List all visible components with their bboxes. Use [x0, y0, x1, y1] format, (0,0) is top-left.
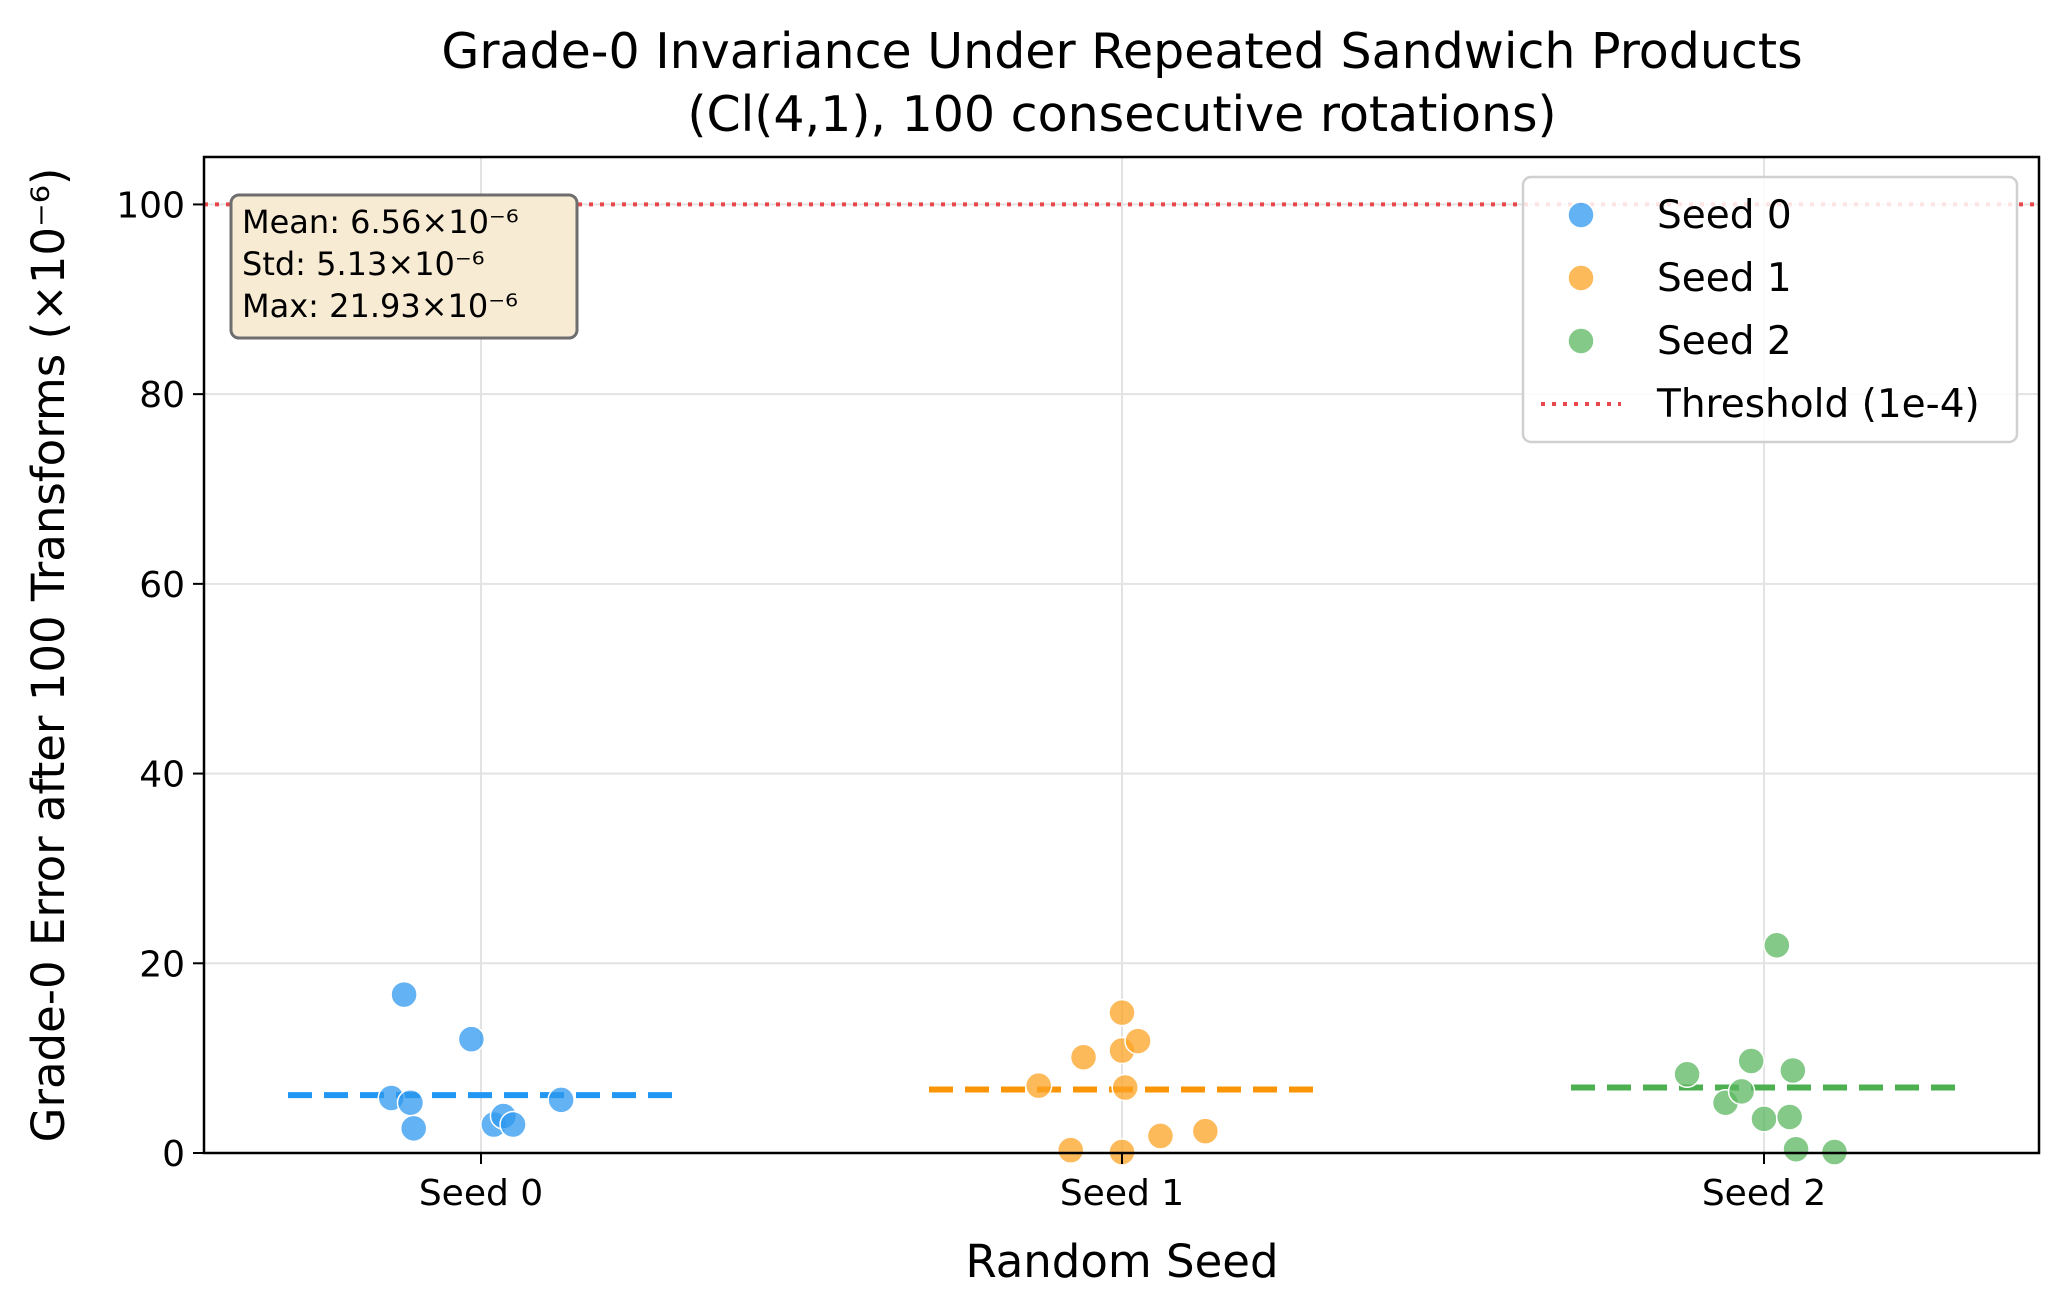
legend: Seed 0 Seed 1 Seed 2 Threshold (1e-4)	[1521, 175, 2019, 444]
x-tick-label: Seed 2	[1702, 1173, 1826, 1214]
data-point-seed-2	[1763, 931, 1791, 960]
stats-annotation: Mean: 6.56×10⁻⁶ Std: 5.13×10⁻⁶ Max: 21.9…	[229, 193, 579, 340]
stats-mean: Mean: 6.56×10⁻⁶	[242, 203, 519, 241]
data-point-seed-1	[1108, 998, 1136, 1027]
stats-box	[229, 193, 579, 340]
data-point-seed-2	[1750, 1105, 1778, 1133]
stats-std: Std: 5.13×10⁻⁶	[242, 245, 485, 283]
data-point-seed-2	[1673, 1060, 1701, 1089]
legend-label-threshold: Threshold (1e-4)	[1656, 382, 1980, 427]
data-point-seed-1	[1191, 1117, 1220, 1145]
data-point-seed-0	[457, 1025, 486, 1053]
y-tick-label: 100	[116, 185, 185, 226]
legend-marker-seed-0	[1567, 201, 1595, 229]
data-point-seed-0	[396, 1088, 425, 1117]
legend-label-seed-0: Seed 0	[1657, 193, 1792, 238]
data-point-seed-0	[390, 980, 418, 1009]
data-point-seed-2	[1727, 1077, 1756, 1106]
data-point-seed-2	[1779, 1056, 1807, 1085]
y-tick-label: 20	[139, 944, 185, 985]
data-point-seed-2	[1782, 1135, 1810, 1163]
data-point-seed-1	[1024, 1071, 1053, 1100]
legend-marker-seed-2	[1567, 327, 1595, 355]
y-axis-ticks: 0 20 40 60 80 100	[116, 185, 204, 1175]
y-axis-label: Grade-0 Error after 100 Transforms (×10⁻…	[22, 168, 75, 1143]
data-point-seed-1	[1124, 1027, 1152, 1055]
legend-box	[1521, 175, 2019, 444]
data-point-seed-1	[1146, 1122, 1175, 1150]
x-axis-label: Random Seed	[965, 1235, 1278, 1288]
x-tick-label: Seed 1	[1060, 1173, 1184, 1214]
legend-marker-seed-1	[1567, 264, 1595, 292]
data-point-seed-1	[1069, 1043, 1098, 1071]
data-point-seed-1	[1056, 1136, 1085, 1164]
chart-subtitle: (Cl(4,1), 100 consecutive rotations)	[687, 86, 1556, 143]
chart-title: Grade-0 Invariance Under Repeated Sandwi…	[441, 23, 1802, 80]
data-point-seed-2	[1775, 1103, 1804, 1131]
y-tick-label: 60	[139, 565, 185, 606]
x-axis-ticks: Seed 0 Seed 1 Seed 2	[419, 1153, 1826, 1214]
scatter-points	[377, 931, 1849, 1166]
y-tick-label: 80	[139, 375, 185, 416]
data-point-seed-0	[499, 1110, 527, 1139]
data-point-seed-1	[1111, 1073, 1139, 1102]
data-point-seed-2	[1737, 1047, 1765, 1075]
x-tick-label: Seed 0	[419, 1173, 543, 1214]
y-tick-label: 0	[162, 1134, 185, 1175]
legend-label-seed-1: Seed 1	[1657, 256, 1792, 301]
stats-max: Max: 21.93×10⁻⁶	[242, 287, 518, 325]
y-tick-label: 40	[139, 755, 185, 796]
data-point-seed-0	[399, 1114, 428, 1143]
legend-label-seed-2: Seed 2	[1657, 319, 1792, 364]
data-point-seed-0	[547, 1086, 575, 1114]
